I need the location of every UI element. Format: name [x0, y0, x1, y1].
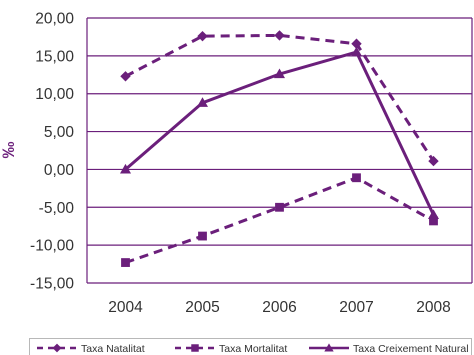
- y-tick-labels: 20,00 15,00 10,00 5,00 0,00 -5,00 -10,00 -15,00: [30, 11, 74, 293]
- x-tick-labels: 2004 2005 2006 2007 2008: [108, 299, 450, 316]
- legend-label: Taxa Creixement Natural: [353, 343, 469, 355]
- data-point-triangle: [120, 163, 131, 174]
- data-point-square: [198, 231, 207, 241]
- y-tick-label: 10,00: [35, 86, 74, 103]
- x-tick-label: 2006: [262, 299, 296, 316]
- data-point-triangle: [274, 68, 285, 79]
- x-tick-label: 2004: [108, 299, 143, 316]
- x-tick-label: 2005: [185, 299, 219, 316]
- series-line: [124, 33, 435, 162]
- legend: Taxa Natalitat Taxa Mortalitat Taxa Creixe…: [29, 338, 472, 355]
- data-point-triangle: [197, 97, 208, 107]
- axes: [86, 18, 473, 283]
- y-tick-label: 20,00: [35, 11, 74, 28]
- data-point-diamond: [274, 30, 285, 41]
- x-tick-label: 2008: [416, 299, 450, 316]
- y-tick-label: 0,00: [44, 162, 75, 179]
- y-tick-label: 15,00: [35, 48, 74, 65]
- grid-lines: [87, 17, 472, 284]
- data-point-triangle: [428, 209, 439, 219]
- data-point-diamond: [52, 343, 62, 353]
- data-point-triangle: [324, 343, 334, 352]
- x-tick-label: 2007: [339, 299, 373, 316]
- series-taxa-natalitat: [120, 30, 439, 167]
- legend-item: Taxa Mortalitat: [175, 343, 287, 355]
- series-line: [125, 176, 435, 264]
- legend-box: [29, 338, 472, 355]
- y-tick-label: -10,00: [30, 238, 74, 255]
- data-point-square: [429, 216, 438, 226]
- legend-label: Taxa Mortalitat: [219, 343, 287, 355]
- y-tick-label: -15,00: [30, 276, 74, 293]
- data-point-diamond: [197, 30, 208, 42]
- data-point-square: [352, 173, 361, 183]
- series-taxa-creixement-natural: [120, 46, 439, 219]
- y-tick-label: -5,00: [39, 200, 75, 217]
- data-point-triangle: [351, 46, 362, 57]
- data-point-square: [275, 202, 284, 212]
- legend-item: Taxa Natalitat: [37, 343, 145, 355]
- data-point-diamond: [428, 155, 439, 167]
- legend-label: Taxa Natalitat: [81, 343, 145, 355]
- data-point-diamond: [351, 38, 362, 49]
- y-axis-label: ‰: [0, 142, 18, 159]
- data-point-square: [191, 344, 199, 352]
- data-point-diamond: [120, 71, 131, 82]
- y-tick-label: 5,00: [44, 124, 75, 141]
- data-point-square: [121, 258, 130, 267]
- series-taxa-mortalitat: [121, 173, 438, 267]
- series-layer: [120, 30, 439, 267]
- legend-item: Taxa Creixement Natural: [309, 343, 469, 355]
